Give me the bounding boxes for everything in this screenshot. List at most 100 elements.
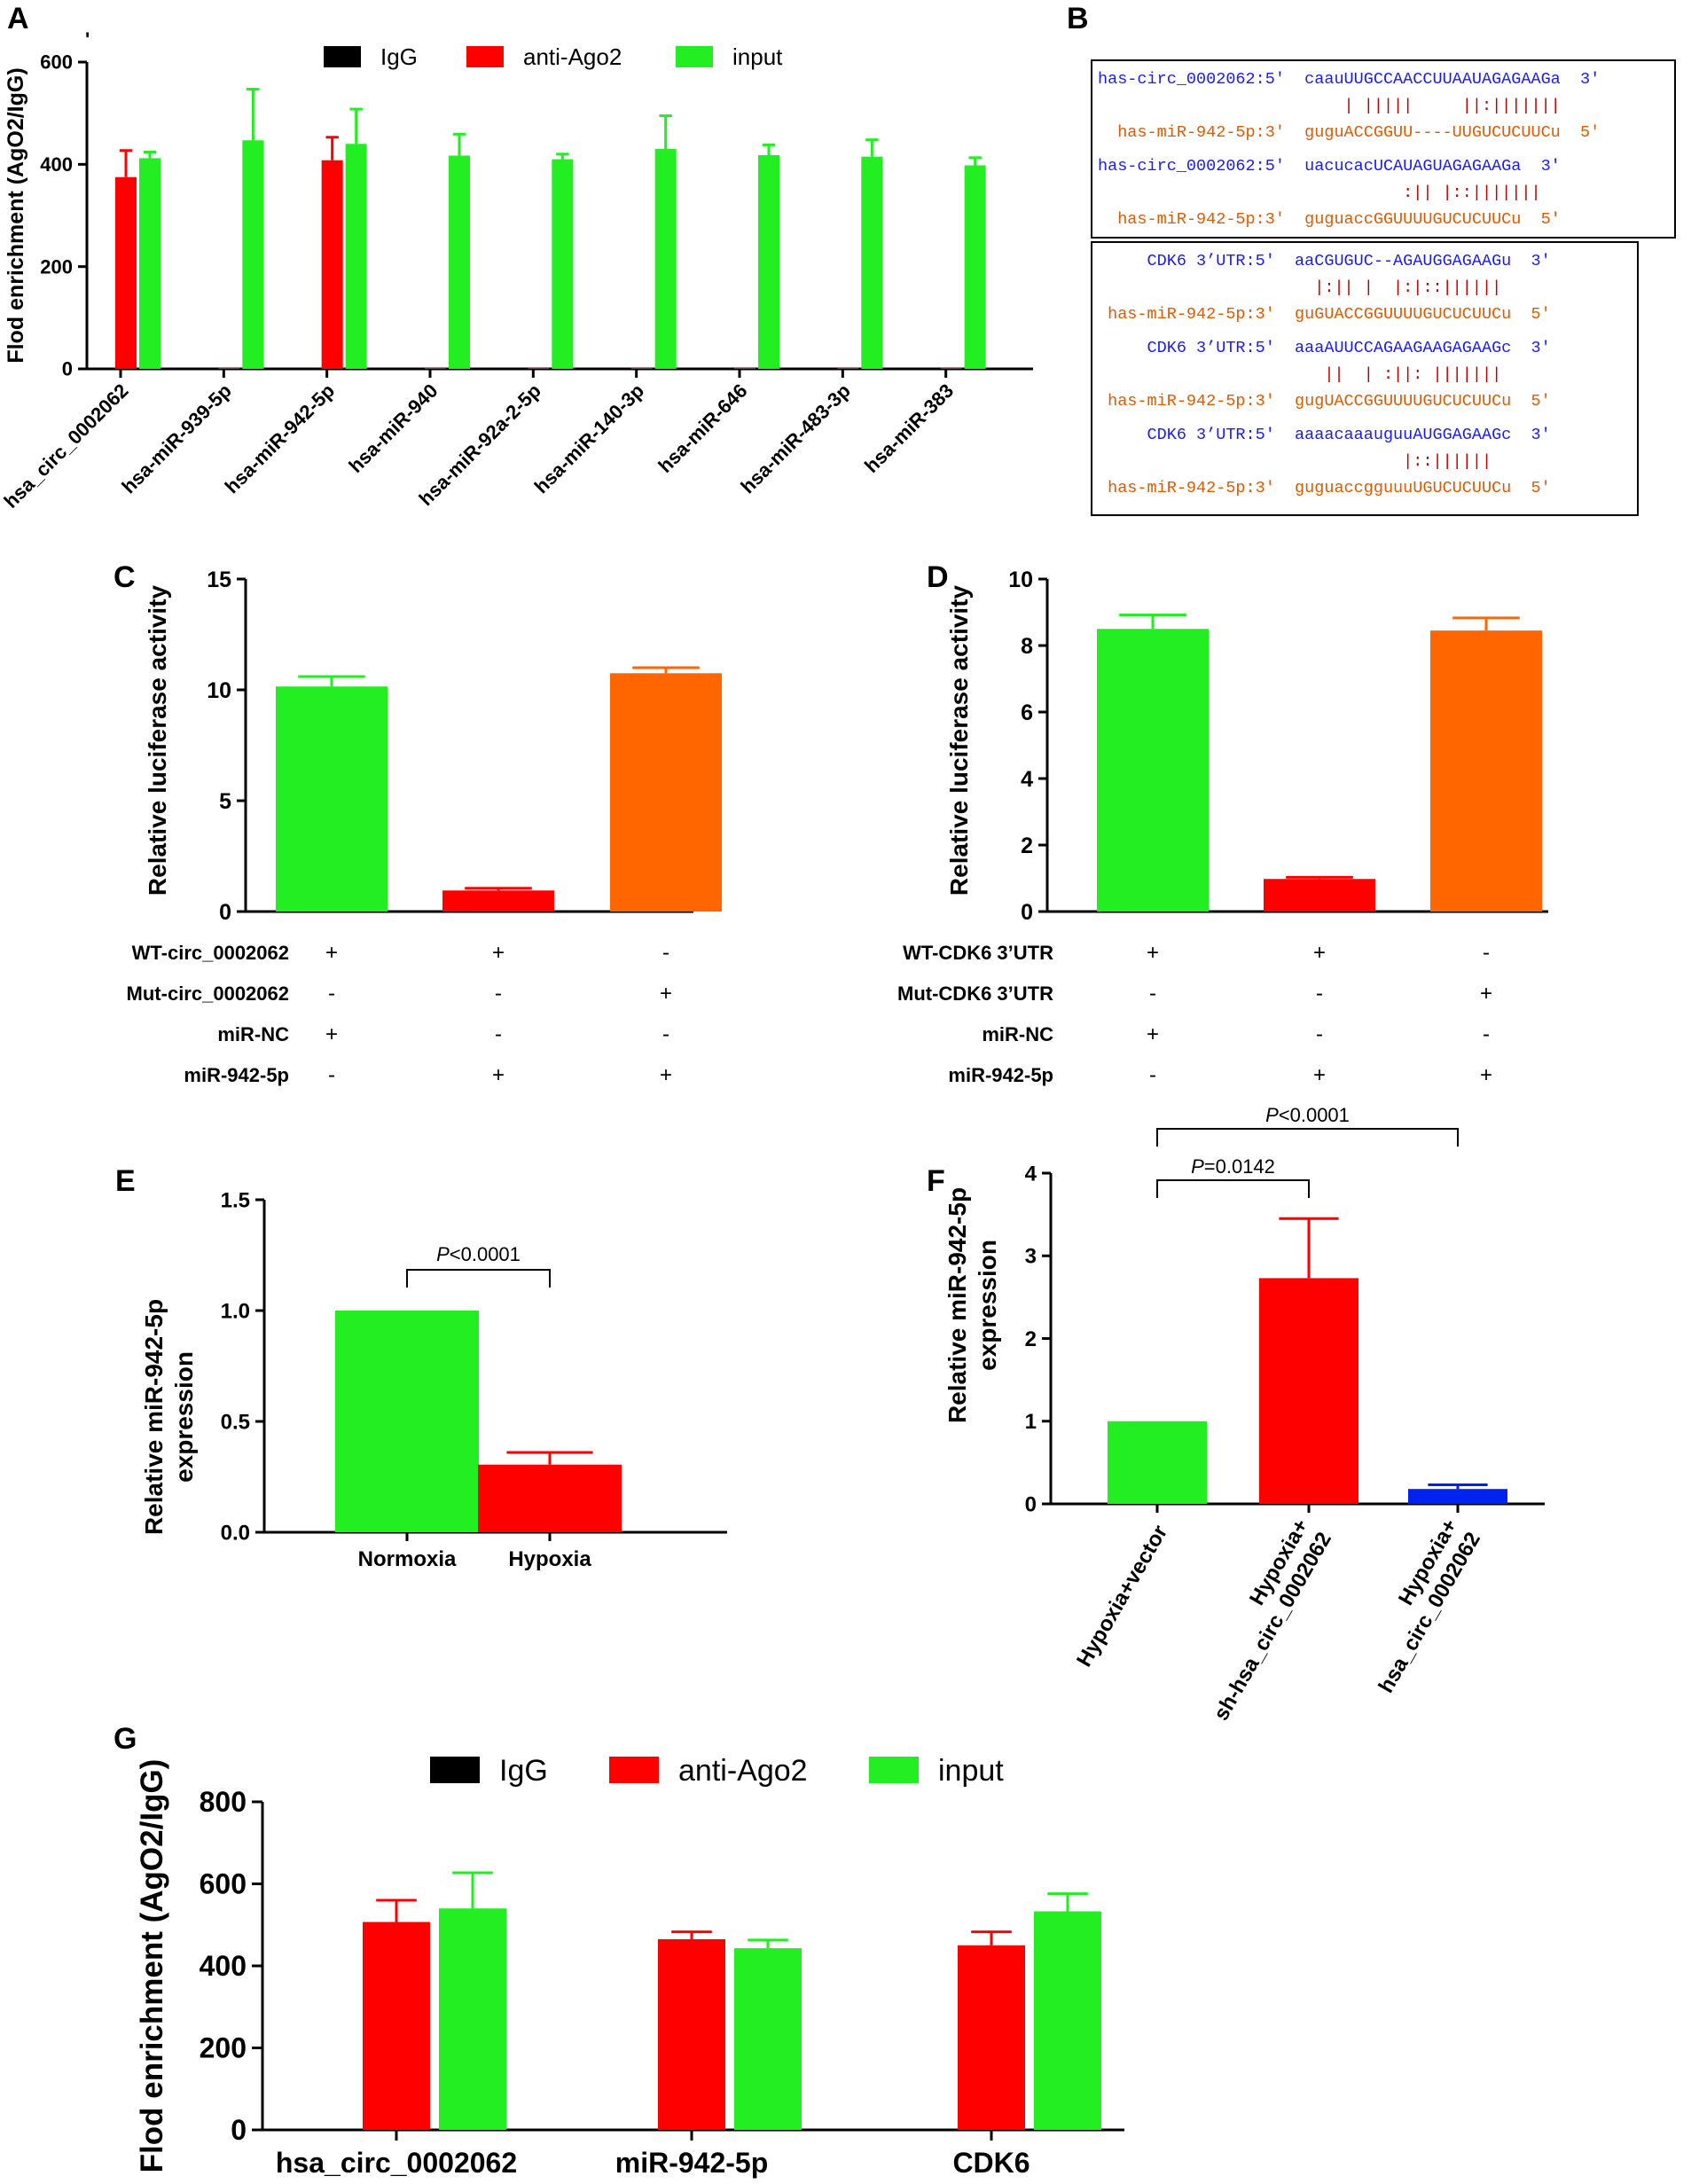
panel-a-legend-label: input (732, 43, 783, 70)
panel-g-x-tick-label: CDK6 (952, 2147, 1030, 2179)
panel-e-p-text: <0.0001 (450, 1243, 521, 1265)
panel-g-legend-swatch (869, 1757, 919, 1783)
panel-d-y-tick-label: 10 (1008, 568, 1033, 592)
panel-a-bar (91, 368, 113, 369)
panel-d-bar (1430, 630, 1542, 912)
panel-c-condition-mark: - (662, 941, 669, 965)
panel-letter-a: A (7, 2, 29, 35)
panel-c-condition-label: WT-circ_0002062 (132, 942, 289, 964)
panel-f-x-tick-label: Hypoxia+vector (1072, 1522, 1172, 1671)
panel-a-bar (734, 367, 756, 369)
panel-a-y-label-line: Flod enrichment (AgO2/IgG) (4, 67, 28, 363)
panel-a-bar (401, 368, 422, 369)
panel-d-condition-label: miR-942-5p (948, 1064, 1053, 1086)
panel-f-y-tick-label: 4 (1025, 1162, 1037, 1186)
panel-c-condition-label: Mut-circ_0002062 (127, 982, 289, 1005)
panel-g-bar (658, 1938, 725, 2130)
panel-g-legend-swatch (430, 1757, 480, 1783)
panel-c-bar (276, 686, 388, 912)
panel-a-legend-label: anti-Ago2 (523, 43, 622, 70)
panel-a-y-tick-label: 200 (40, 255, 73, 278)
panel-a-y-label-mark: ' (85, 28, 90, 51)
panel-f-p-symbol: P (1191, 1155, 1204, 1178)
panel-c-condition-mark: + (492, 1063, 505, 1087)
panel-d-y-label-line: Relative luciferase activity (945, 584, 973, 896)
panel-f-p-value: P=0.0142 (1191, 1155, 1275, 1178)
panel-a-bar (964, 165, 986, 369)
panel-a-legend-swatch (324, 46, 361, 67)
panel-d-y-tick-label: 4 (1021, 767, 1033, 792)
panel-a-x-tick-label: hsa-miR-483-3p (736, 380, 855, 498)
panel-a-bar (607, 368, 629, 369)
panel-c-y-tick-label: 10 (207, 678, 231, 703)
panel-d-y-tick-label: 8 (1021, 634, 1033, 659)
panel-g-bar (1034, 1911, 1101, 2130)
box1-seq-line: has-miR-942-5p:3' guguACCGGUU----UUGUCUC… (1098, 123, 1601, 142)
panel-c-y-label-line: Relative luciferase activity (144, 584, 171, 896)
box2-seq-line: CDK6 3’UTR:5' aaCGUGUC--AGAUGGAGAAGu 3' (1098, 252, 1551, 270)
panel-g-y-tick-label: 400 (200, 1950, 247, 1982)
panel-d-condition-mark: + (1313, 941, 1326, 965)
panel-d-chart: 0 2 4 6 8 10 Relative luciferase activity WT-CD… (851, 550, 1699, 1117)
panel-a-legend-swatch (676, 46, 713, 67)
panel-g-y-tick-label: 800 (200, 1786, 247, 1818)
panel-b-alignment-box-cdk6: CDK6 3’UTR:5' aaCGUGUC--AGAUGGAGAAGu 3' … (1091, 241, 1639, 516)
panel-c-condition-mark: - (495, 982, 502, 1006)
panel-g-y-tick-label: 0 (231, 2114, 247, 2146)
panel-f-y-tick-label: 2 (1025, 1327, 1037, 1351)
panel-a-x-tick-label: hsa-miR-140-3p (530, 380, 649, 498)
panel-e-p-value: P<0.0001 (436, 1243, 521, 1265)
panel-f-p-value: P<0.0001 (1265, 1104, 1350, 1126)
panel-e-x-tick-label: Normoxia (358, 1547, 457, 1571)
panel-d-condition-mark: - (1316, 982, 1323, 1006)
panel-a-x-tick-label: hsa_circ_0002062 (0, 380, 133, 513)
panel-a-x-tick-label: hsa-miR-646 (654, 380, 751, 477)
panel-g-x-tick-label: hsa_circ_0002062 (276, 2147, 517, 2179)
box2-seq-line: CDK6 3’UTR:5' aaaacaaauguuAUGGAGAAGc 3' (1098, 426, 1551, 444)
panel-letter-c: C (114, 560, 136, 594)
panel-a-bar (813, 368, 835, 369)
panel-c-condition-mark: + (660, 1063, 672, 1087)
panel-d-condition-label: miR-NC (982, 1023, 1053, 1045)
panel-letter-d: D (927, 560, 949, 594)
panel-a-bar (861, 156, 883, 369)
panel-a-bar (528, 367, 550, 369)
panel-a-svg: 0 200 400 600 Flod enrichment (AgO2/IgG) ' hsa… (0, 28, 1033, 513)
panel-e-y-tick-label: 0.5 (221, 1410, 250, 1434)
panel-e-y-label: Relative miR-942-5pexpression (140, 1299, 198, 1535)
box2-seq-line: || | :||: ||||||| (1098, 365, 1502, 384)
panel-g-y-label-line: Flod enrichment (AgO2/IgG) (135, 1759, 169, 2173)
panel-f-p-text: <0.0001 (1279, 1104, 1350, 1126)
panel-f-chart: 0 1 2 3 4 Relative miR-942-5pexpression Hypoxi… (851, 1100, 1699, 1725)
panel-e-p-symbol: P (436, 1243, 450, 1265)
panel-a-chart: 0 200 400 600 Flod enrichment (AgO2/IgG) ' hsa… (0, 0, 1064, 550)
panel-a-y-tick-label: 600 (40, 51, 73, 74)
panel-a-bar (425, 367, 446, 369)
panel-f-x-tick-label: Hypoxia+hsa_circ_0002062 (1351, 1515, 1485, 1697)
panel-d-condition-mark: + (1147, 941, 1159, 965)
panel-d-condition-label: WT-CDK6 3’UTR (903, 942, 1053, 964)
panel-a-bar (449, 155, 470, 369)
panel-a-y-tick-label: 400 (40, 153, 73, 176)
panel-letter-f: F (927, 1164, 945, 1198)
panel-d-condition-mark: + (1480, 982, 1492, 1006)
panel-a-x-tick-label: hsa-miR-383 (860, 380, 958, 477)
box1-seq-line: | ||||| ||:||||||| (1098, 97, 1561, 115)
panel-d-y-tick-label: 6 (1021, 701, 1033, 725)
panel-f-bar (1408, 1489, 1507, 1504)
panel-a-bar (837, 367, 859, 369)
panel-c-condition-label: miR-NC (217, 1023, 289, 1045)
panel-e-chart: 0.0 0.5 1.0 1.5 Relative miR-942-5pexpressio… (0, 1153, 851, 1596)
panel-f-significance-bracket (1156, 1179, 1310, 1198)
panel-g-bar (734, 1948, 802, 2130)
panel-g-legend-label: anti-Ago2 (678, 1754, 808, 1788)
panel-e-y-label-line: Relative miR-942-5p (140, 1299, 168, 1535)
panel-e-y-label-line: expression (170, 1351, 198, 1483)
panel-c-condition-mark: + (660, 982, 672, 1006)
panel-a-y-label: Flod enrichment (AgO2/IgG) (4, 67, 28, 363)
panel-c-condition-mark: - (662, 1022, 669, 1046)
panel-g-chart: 0 200 400 600 800 Flod enrichment (AgO2/IgG) h… (0, 1720, 1153, 2184)
box1-seq-line: has-circ_0002062:5' caauUUGCCAACCUUAAUAG… (1098, 70, 1601, 89)
panel-a-bar (345, 144, 367, 369)
panel-c-y-tick-label: 5 (219, 789, 231, 814)
